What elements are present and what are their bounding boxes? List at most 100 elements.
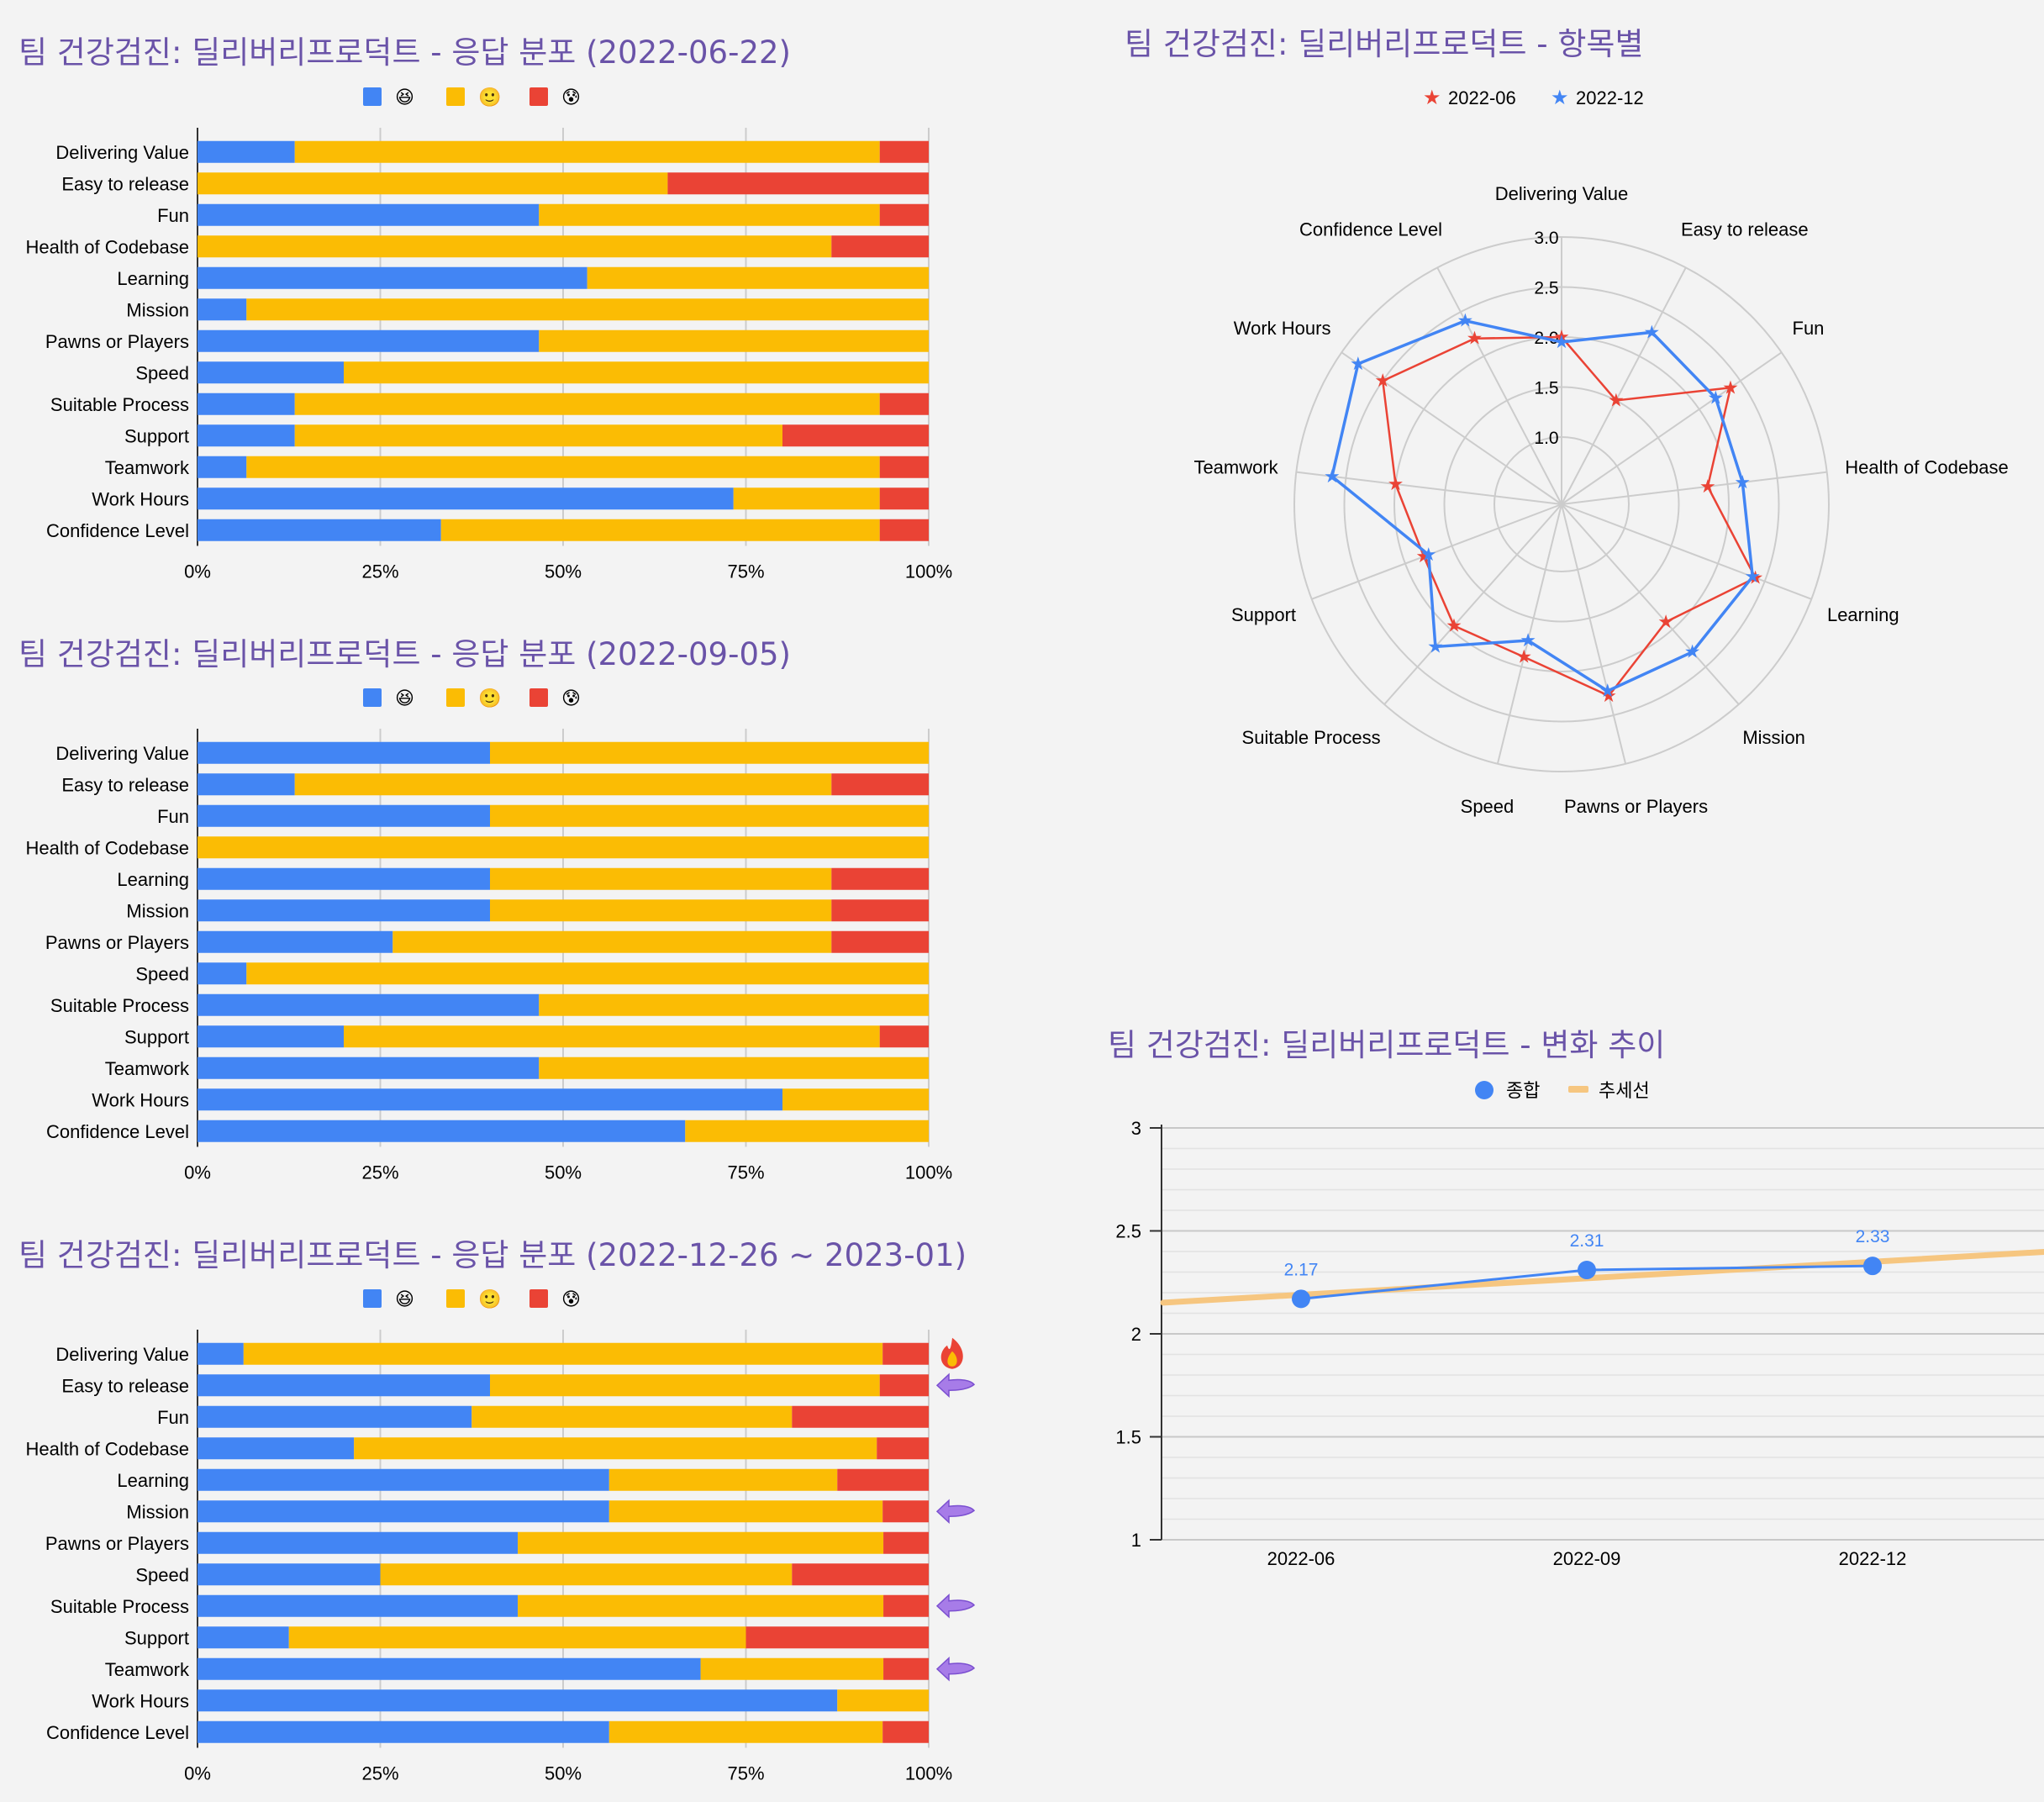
bar-segment xyxy=(882,1720,929,1743)
bar-segment xyxy=(792,1405,929,1428)
bar-segment xyxy=(198,1594,519,1617)
bar-segment xyxy=(608,1468,838,1491)
radar-spoke xyxy=(1561,471,1827,505)
bar-segment xyxy=(198,1720,609,1743)
purple-arrow-icon xyxy=(935,1594,976,1619)
radar-point-star: ★ xyxy=(1707,387,1724,408)
legend-swatch-2 xyxy=(446,1289,465,1308)
bar-segment xyxy=(792,1563,929,1586)
category-label: Delivering Value xyxy=(55,1344,189,1365)
legend-swatch-3 xyxy=(529,87,548,106)
category-label: Mission xyxy=(126,1501,189,1522)
bar-segment xyxy=(198,1689,838,1712)
legend-label-2: 추세선 xyxy=(1599,1080,1650,1101)
category-label: Suitable Process xyxy=(1242,727,1381,748)
bar-segment xyxy=(198,1405,472,1428)
bar-segment xyxy=(198,1374,490,1397)
bar-chart-3-title: 팀 건강검진: 딜리버리프로덕트 - 응답 분포 (2022-12-26 ~ 2… xyxy=(18,1237,967,1273)
bar-segment xyxy=(246,962,929,985)
y-tick-label: 1 xyxy=(1131,1530,1141,1551)
radar-point-star: ★ xyxy=(1744,566,1761,587)
purple-arrow-icon xyxy=(935,1657,976,1682)
radar-point-star: ★ xyxy=(1420,544,1437,565)
category-label: Suitable Process xyxy=(50,995,189,1016)
x-tick-label: 0% xyxy=(184,1763,211,1784)
category-label: Speed xyxy=(135,362,189,383)
x-tick-label: 100% xyxy=(905,1162,952,1183)
radar-series-line xyxy=(1330,319,1755,693)
x-tick-label: 2022-06 xyxy=(1267,1548,1335,1569)
category-label: Pawns or Players xyxy=(45,1533,189,1554)
bar-segment xyxy=(198,1120,686,1142)
bar-segment xyxy=(782,1088,929,1111)
bar-segment xyxy=(539,203,880,226)
bar-segment xyxy=(198,1500,609,1523)
bar-segment xyxy=(831,899,929,922)
bar-segment xyxy=(198,298,247,321)
category-label: Fun xyxy=(157,1407,189,1428)
category-label: Support xyxy=(124,425,189,446)
legend-icon-2: 🙂 xyxy=(478,87,501,108)
bar-segment xyxy=(837,1689,929,1712)
radar-point-star: ★ xyxy=(1644,321,1661,342)
legend-star-2: ★ xyxy=(1551,87,1569,109)
bar-segment xyxy=(883,1594,929,1617)
bar-segment xyxy=(471,1405,793,1428)
x-tick-label: 50% xyxy=(545,561,582,582)
purple-arrow-icon xyxy=(935,1499,976,1524)
category-label: Easy to release xyxy=(61,774,189,795)
category-label: Learning xyxy=(1827,604,1899,625)
category-label: Suitable Process xyxy=(50,1596,189,1617)
legend-icon-3: 😰 xyxy=(561,1288,581,1309)
category-label: Fun xyxy=(157,205,189,226)
x-tick-label: 75% xyxy=(727,561,764,582)
category-label: Teamwork xyxy=(1193,456,1278,477)
bar-segment xyxy=(344,361,929,384)
bar-segment xyxy=(198,203,540,226)
category-label: Confidence Level xyxy=(1299,219,1442,240)
radar-spoke xyxy=(1383,503,1562,705)
category-label: Teamwork xyxy=(105,1058,190,1079)
radar-point-star: ★ xyxy=(1350,353,1367,374)
bar-segment xyxy=(198,993,540,1016)
radar-point-star: ★ xyxy=(1374,370,1391,391)
bar-segment xyxy=(490,1374,880,1397)
bar-segment xyxy=(354,1437,877,1460)
radar-point-star: ★ xyxy=(1467,328,1483,349)
r-tick-label: 2.5 xyxy=(1534,279,1558,298)
bar-segment xyxy=(198,836,929,859)
bar-segment xyxy=(198,266,587,289)
x-tick-label: 0% xyxy=(184,561,211,582)
radar-chart-title: 팀 건강검진: 딜리버리프로덕트 - 항목별 xyxy=(1125,26,1644,62)
line-chart-title: 팀 건강검진: 딜리버리프로덕트 - 변화 추이 xyxy=(1108,1027,1666,1063)
bar-segment xyxy=(608,1720,883,1743)
fire-inner xyxy=(947,1351,957,1367)
radar-point-star: ★ xyxy=(1553,331,1570,352)
bar-segment xyxy=(879,1025,929,1048)
category-label: Health of Codebase xyxy=(26,837,189,858)
bar-segment xyxy=(831,867,929,890)
x-tick-label: 2022-09 xyxy=(1553,1548,1621,1569)
legend-swatch-3 xyxy=(529,1289,548,1308)
bar-segment xyxy=(831,235,929,258)
category-label: Delivering Value xyxy=(55,743,189,764)
bar-segment xyxy=(198,1468,609,1491)
purple-arrow-icon xyxy=(935,1373,976,1398)
radar-spoke xyxy=(1496,503,1562,764)
legend-icon-1: 😆 xyxy=(395,1288,414,1309)
category-label: Delivering Value xyxy=(1495,183,1629,204)
x-tick-label: 75% xyxy=(727,1162,764,1183)
radar-spoke xyxy=(1561,266,1687,505)
radar-point-star: ★ xyxy=(1684,641,1701,662)
radar-spoke xyxy=(1561,503,1627,764)
bar-segment xyxy=(745,1626,929,1649)
category-label: Speed xyxy=(135,963,189,984)
radar-point-star: ★ xyxy=(1722,377,1739,398)
x-tick-label: 75% xyxy=(727,1763,764,1784)
bar-segment xyxy=(883,1657,929,1680)
category-label: Confidence Level xyxy=(46,1722,189,1743)
r-tick-label: 3.0 xyxy=(1534,229,1558,248)
category-label: Confidence Level xyxy=(46,1121,189,1142)
data-point xyxy=(1863,1257,1882,1276)
category-label: Easy to release xyxy=(1681,219,1809,240)
